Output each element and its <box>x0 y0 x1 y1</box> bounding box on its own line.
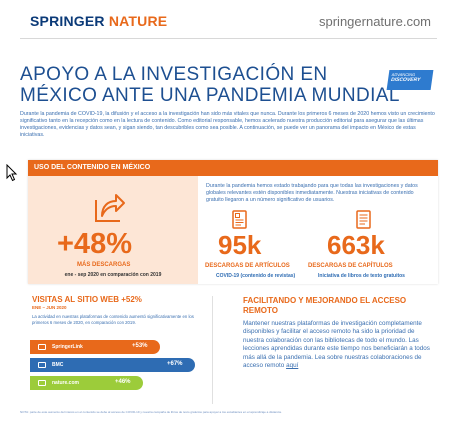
visits-bar-value: +67% <box>167 361 183 367</box>
visits-bar <box>30 358 195 372</box>
page-title-line2: MÉXICO ANTE UNA PANDEMIA MUNDIAL <box>20 85 400 106</box>
share-arrow-icon <box>95 194 125 222</box>
downloads-label: MÁS DESCARGAS <box>77 262 131 268</box>
visits-date: ENE – JUN 2020 <box>32 305 67 310</box>
intro-paragraph: Durante la pandemia de COVID-19, la difu… <box>20 111 435 138</box>
remote-body-text: Mantener nuestras plataformas de investi… <box>243 320 430 370</box>
visits-bar-value: +53% <box>132 343 148 349</box>
chapters-label: DESCARGAS DE CAPÍTULOS <box>308 263 393 269</box>
brand-logo: SPRINGER NATURE <box>30 13 167 29</box>
downloads-sub: ene - sep 2020 en comparación con 2019 <box>64 272 162 278</box>
panel-heading: USO DEL CONTENIDO EN MÉXICO <box>34 164 151 171</box>
remote-body: Mantener nuestras plataformas de investi… <box>243 320 435 370</box>
remote-access-link[interactable]: aquí <box>286 362 299 370</box>
articles-stat: 95k <box>218 230 262 260</box>
visits-bar-label: nature.com <box>52 380 79 386</box>
visits-bar-label: SpringerLink <box>52 344 83 350</box>
article-document-icon <box>232 210 247 229</box>
page-title-line1: APOYO A LA INVESTIGACIÓN EN <box>20 64 328 85</box>
footnote: NOTA: parte de este aumento del interés … <box>20 410 282 414</box>
visits-bar <box>30 376 143 390</box>
visits-bar-value: +46% <box>115 379 131 385</box>
section-divider <box>212 296 213 404</box>
chapters-sub: Iniciativa de libros de texto gratuitos <box>318 273 405 279</box>
downloads-stat: +48% <box>57 228 132 260</box>
platform-icon <box>38 344 46 350</box>
platform-icon <box>38 362 46 368</box>
articles-sub: COVID-19 (contenido de revistas) <box>216 273 296 279</box>
panel-header <box>28 160 438 176</box>
visits-bar <box>30 340 160 354</box>
remote-title: FACILITANDO Y MEJORANDO EL ACCESO REMOTO <box>243 296 407 315</box>
visits-description: La actividad en nuestras plataformas de … <box>32 314 194 325</box>
brand-nature: NATURE <box>108 13 168 29</box>
chapters-stat: 663k <box>327 230 385 260</box>
panel-description: Durante la pandemia hemos estado trabaja… <box>206 183 418 203</box>
mouse-cursor-icon <box>6 164 18 182</box>
header-divider <box>20 38 437 39</box>
book-chapter-icon <box>356 210 371 229</box>
advancing-discovery-badge: ADVANCING DISCOVERY <box>386 70 434 90</box>
visits-bar-label: BMC <box>52 362 64 368</box>
articles-label: DESCARGAS DE ARTÍCULOS <box>205 263 290 269</box>
visits-title: VISITAS AL SITIO WEB +52% <box>32 295 142 304</box>
site-url[interactable]: springernature.com <box>319 14 431 29</box>
brand-springer: SPRINGER <box>30 13 105 29</box>
downloads-card <box>28 176 198 284</box>
platform-icon <box>38 380 46 386</box>
badge-main: DISCOVERY <box>390 77 421 83</box>
